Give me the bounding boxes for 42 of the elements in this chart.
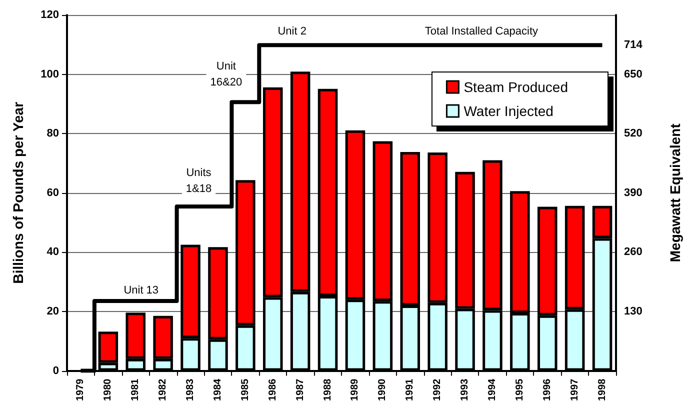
x-tick-label: 1991 [404,378,416,402]
x-tick-label: 1993 [460,378,471,402]
x-tick-label: 1997 [569,378,580,402]
x-tick-label: 1989 [350,378,361,402]
annotation: Unit 13 [124,284,159,297]
x-tick-label: 1985 [240,378,251,402]
y-tick-label: 100 [40,68,59,80]
x-tick-label: 1982 [158,378,169,402]
x-tick-label: 1988 [322,378,334,402]
annotation: Unit 2 [278,25,306,38]
x-tick-label: 1987 [294,378,306,402]
x-tick-label: 1992 [432,378,444,402]
x-tick-label: 1994 [486,378,498,402]
x-tick-label: 1981 [130,378,142,402]
y-tick-label: 80 [46,128,59,140]
legend-label: Steam Produced [464,79,568,95]
x-tick-label: 1986 [267,378,278,402]
y-tick-label: 40 [46,246,59,258]
x-tick-label: 1983 [185,378,196,402]
y-tick-label: 120 [40,9,59,21]
y2-axis-title: Megawatt Equivalent [667,123,683,262]
y2-tick-label: 650 [624,68,642,80]
x-tick-label: 1980 [102,378,114,402]
annotation: Total Installed Capacity [424,25,539,38]
annotation: Unit 16&20 [210,60,242,88]
annotation: Units 1&18 [186,167,212,196]
legend-label: Water Injected [464,103,554,119]
y-axis-title: Billions of Pounds per Year [10,101,26,284]
y2-tick-label: 130 [624,305,642,318]
y-tick-label: 60 [46,186,59,199]
x-tick-label: 1995 [514,378,526,402]
y2-tick-label: 390 [624,186,642,199]
y2-tick-label: 260 [624,246,642,258]
x-tick-label: 1979 [75,378,86,402]
x-tick-label: 1990 [377,378,388,402]
y-tick-label: 20 [46,305,59,318]
y2-tick-label: 714 [624,39,644,52]
x-tick-label: 1998 [596,378,608,402]
y2-tick-label: 520 [624,128,642,140]
x-tick-label: 1996 [542,378,553,402]
y-tick-label: 0 [52,364,59,377]
x-tick-label: 1984 [212,378,224,402]
